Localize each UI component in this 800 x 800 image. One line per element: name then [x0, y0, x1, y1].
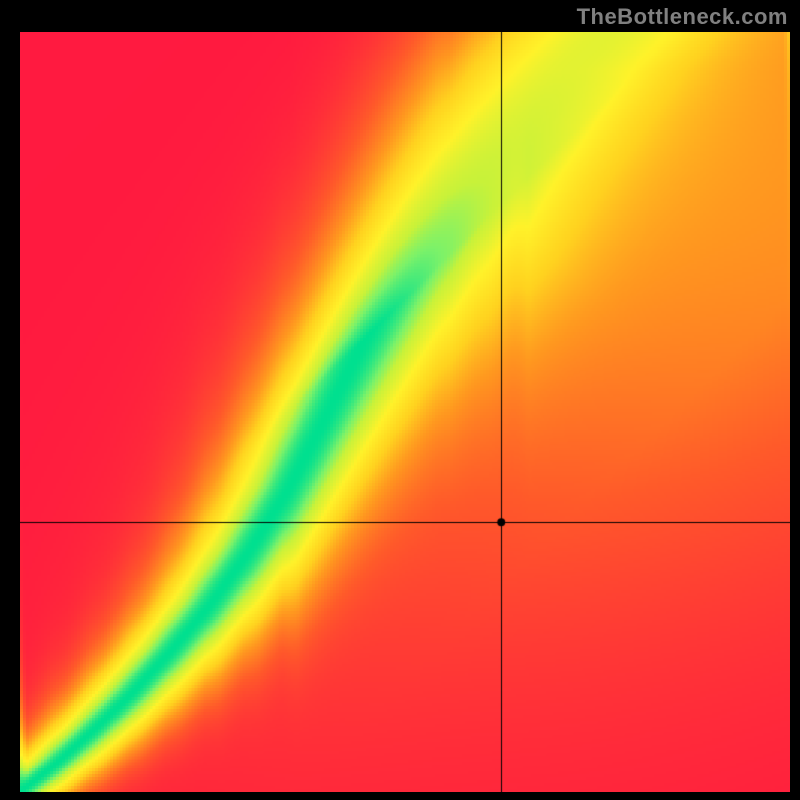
heatmap-canvas [20, 32, 790, 792]
watermark-text: TheBottleneck.com [577, 4, 788, 30]
chart-container: TheBottleneck.com [0, 0, 800, 800]
